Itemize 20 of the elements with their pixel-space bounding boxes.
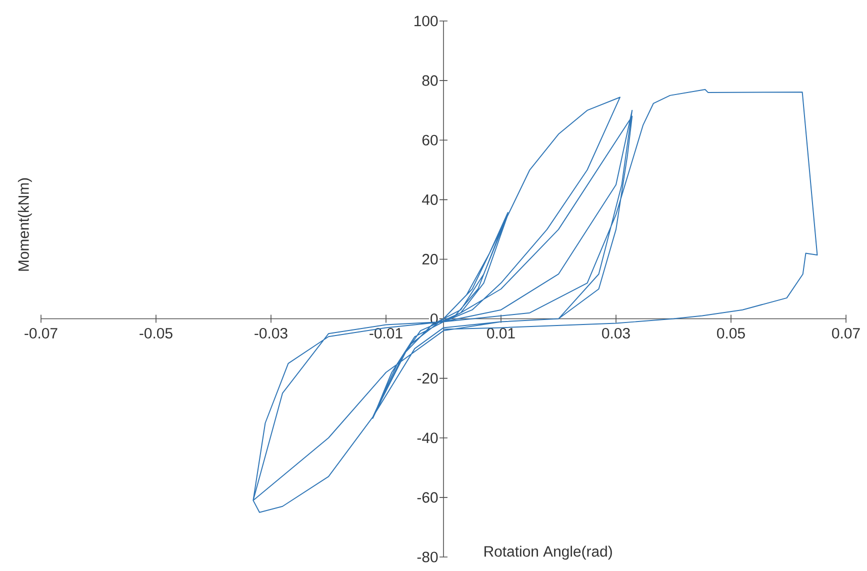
- line-series: [252, 88, 818, 513]
- x-tick-label: -0.07: [24, 328, 58, 339]
- x-tick-label: -0.01: [370, 328, 402, 339]
- x-tick-label: -0.05: [140, 328, 172, 339]
- x-tick-label: -0.03: [254, 328, 288, 339]
- x-tick-label: 0.01: [487, 328, 515, 339]
- y-tick-label: -20: [417, 373, 438, 384]
- y-tick-label: -40: [417, 432, 438, 444]
- y-tick-label: -80: [417, 552, 438, 562]
- y-tick-label: 40: [422, 194, 438, 205]
- y-tick-label: -60: [417, 492, 438, 503]
- y-axis-title: Moment(kNm): [18, 178, 32, 271]
- y-tick-label: 100: [414, 16, 438, 26]
- y-tick-label: 60: [422, 134, 438, 146]
- x-tick-label: 0.03: [602, 328, 630, 339]
- y-tick-label: 20: [422, 254, 438, 265]
- x-axis-title: Rotation Angle(rad): [484, 546, 612, 560]
- x-tick-label: 0.07: [832, 328, 860, 339]
- y-tick-label: 80: [422, 75, 438, 86]
- x-tick-label: 0.05: [717, 328, 745, 339]
